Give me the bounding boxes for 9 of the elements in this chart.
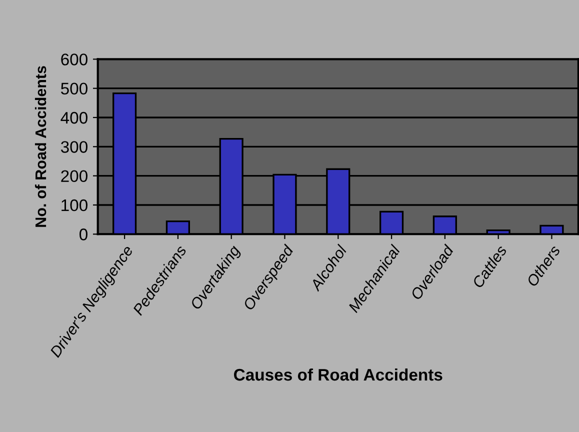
y-tick-label: 500 xyxy=(60,82,88,95)
y-tick-label: 600 xyxy=(61,54,88,66)
y-tick-label: 200 xyxy=(61,170,88,182)
y-tick-label: 300 xyxy=(60,141,88,153)
x-axis-title: Causes of Road Accidents xyxy=(234,368,442,381)
y-tick-label: 100 xyxy=(62,199,88,212)
y-tick-label: 0 xyxy=(80,228,88,240)
y-tick-label: 400 xyxy=(60,112,88,124)
y-axis-title: No. of Road Accidents xyxy=(34,66,46,227)
